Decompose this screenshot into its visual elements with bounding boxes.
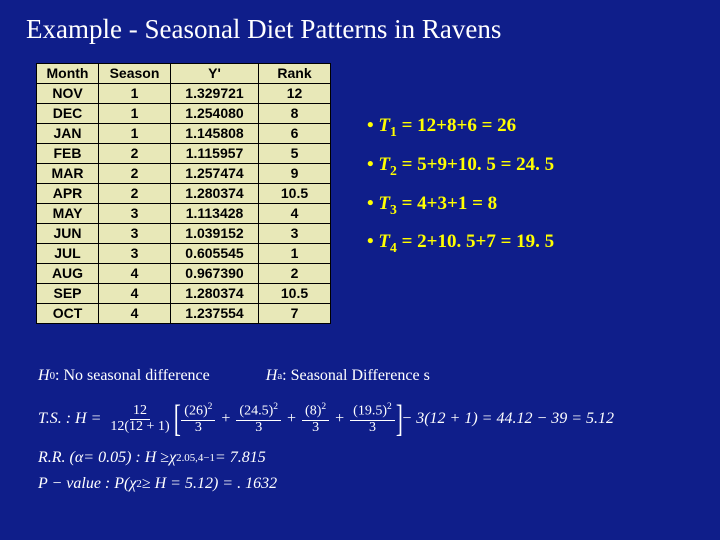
cell-y: 0.967390 [171, 264, 259, 284]
cell-season: 3 [99, 244, 171, 264]
p-value-line: P − value : P(χ2 ≥ H = 5.12) = . 1632 [38, 476, 680, 492]
cell-y: 1.280374 [171, 184, 259, 204]
rank-sum-list: • T1 = 12+8+6 = 26 • T2 = 5+9+10. 5 = 24… [331, 63, 554, 270]
cell-month: FEB [37, 144, 99, 164]
rejection-region-line: R.R. (α = 0.05) : H ≥ χ2.05,4−1 = 7.815 [38, 450, 680, 466]
table-row: APR21.28037410.5 [37, 184, 331, 204]
cell-rank: 8 [259, 104, 331, 124]
table-header-row: Month Season Y' Rank [37, 64, 331, 84]
cell-y: 1.145808 [171, 124, 259, 144]
page-title: Example - Seasonal Diet Patterns in Rave… [0, 0, 720, 45]
bullet-t2: • T2 = 5+9+10. 5 = 24. 5 [367, 154, 554, 179]
cell-y: 1.113428 [171, 204, 259, 224]
formula-block: H0 : No seasonal difference Ha : Seasona… [38, 368, 680, 502]
cell-rank: 7 [259, 304, 331, 324]
cell-season: 1 [99, 84, 171, 104]
cell-rank: 12 [259, 84, 331, 104]
table-row: NOV11.32972112 [37, 84, 331, 104]
cell-y: 1.115957 [171, 144, 259, 164]
data-table: Month Season Y' Rank NOV11.32972112DEC11… [36, 63, 331, 324]
cell-month: JUN [37, 224, 99, 244]
cell-rank: 5 [259, 144, 331, 164]
bullet-t1: • T1 = 12+8+6 = 26 [367, 115, 554, 140]
content-row: Month Season Y' Rank NOV11.32972112DEC11… [0, 45, 720, 324]
cell-rank: 6 [259, 124, 331, 144]
cell-y: 1.329721 [171, 84, 259, 104]
cell-month: NOV [37, 84, 99, 104]
table-row: DEC11.2540808 [37, 104, 331, 124]
col-rank: Rank [259, 64, 331, 84]
table-row: MAR21.2574749 [37, 164, 331, 184]
table-row: JUN31.0391523 [37, 224, 331, 244]
table-row: JUL30.6055451 [37, 244, 331, 264]
cell-month: AUG [37, 264, 99, 284]
cell-season: 4 [99, 304, 171, 324]
cell-rank: 4 [259, 204, 331, 224]
cell-month: JAN [37, 124, 99, 144]
table-row: AUG40.9673902 [37, 264, 331, 284]
table-row: FEB21.1159575 [37, 144, 331, 164]
cell-season: 1 [99, 124, 171, 144]
cell-season: 4 [99, 284, 171, 304]
cell-month: JUL [37, 244, 99, 264]
cell-y: 1.237554 [171, 304, 259, 324]
cell-rank: 10.5 [259, 284, 331, 304]
cell-season: 3 [99, 224, 171, 244]
cell-season: 3 [99, 204, 171, 224]
col-month: Month [37, 64, 99, 84]
cell-y: 1.280374 [171, 284, 259, 304]
cell-rank: 10.5 [259, 184, 331, 204]
cell-y: 0.605545 [171, 244, 259, 264]
cell-y: 1.254080 [171, 104, 259, 124]
cell-rank: 1 [259, 244, 331, 264]
table-row: OCT41.2375547 [37, 304, 331, 324]
hypotheses-line: H0 : No seasonal difference Ha : Seasona… [38, 368, 680, 384]
cell-rank: 9 [259, 164, 331, 184]
cell-rank: 3 [259, 224, 331, 244]
cell-season: 2 [99, 164, 171, 184]
bullet-t3: • T3 = 4+3+1 = 8 [367, 193, 554, 218]
cell-month: APR [37, 184, 99, 204]
table-row: SEP41.28037410.5 [37, 284, 331, 304]
cell-y: 1.039152 [171, 224, 259, 244]
col-y: Y' [171, 64, 259, 84]
cell-month: OCT [37, 304, 99, 324]
cell-season: 1 [99, 104, 171, 124]
bullet-t4: • T4 = 2+10. 5+7 = 19. 5 [367, 231, 554, 256]
cell-y: 1.257474 [171, 164, 259, 184]
cell-rank: 2 [259, 264, 331, 284]
cell-season: 2 [99, 144, 171, 164]
test-statistic-line: T.S. : H = 1212(12 + 1) [ (26)23 + (24.5… [38, 400, 680, 438]
cell-season: 2 [99, 184, 171, 204]
col-season: Season [99, 64, 171, 84]
cell-month: SEP [37, 284, 99, 304]
table-row: MAY31.1134284 [37, 204, 331, 224]
cell-month: MAY [37, 204, 99, 224]
cell-season: 4 [99, 264, 171, 284]
cell-month: MAR [37, 164, 99, 184]
table-row: JAN11.1458086 [37, 124, 331, 144]
cell-month: DEC [37, 104, 99, 124]
